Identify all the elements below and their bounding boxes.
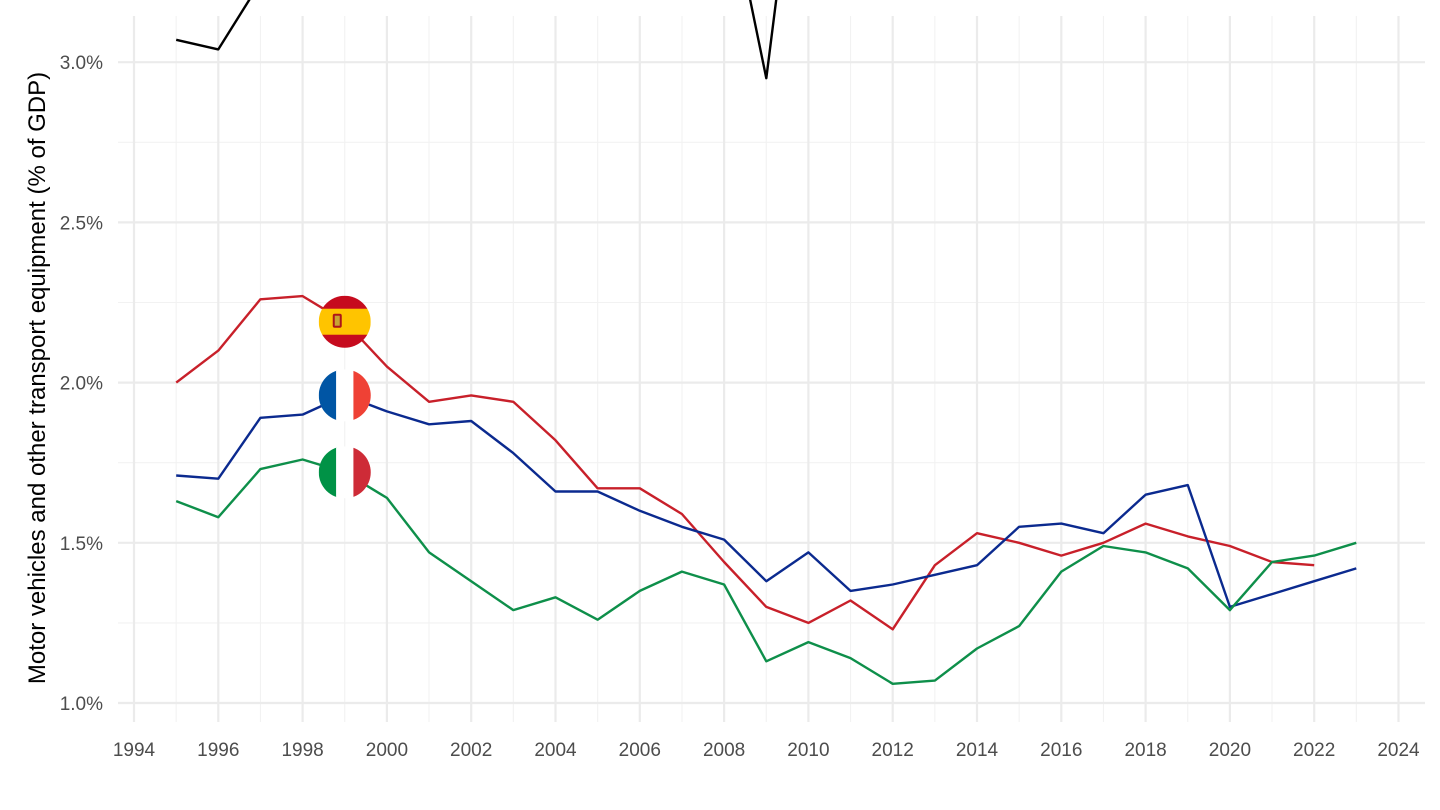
y-tick-label: 3.0% <box>60 53 103 74</box>
x-tick-label: 2010 <box>787 740 829 761</box>
y-tick-label: 2.0% <box>60 374 103 395</box>
series-line-france <box>176 394 1357 609</box>
x-tick-label: 2024 <box>1377 740 1420 761</box>
grid-major <box>118 16 1425 722</box>
x-tick-label: 2022 <box>1293 740 1335 761</box>
x-tick-label: 2014 <box>956 740 999 761</box>
flag-marker-france <box>318 369 371 422</box>
grid-minor <box>118 16 1425 722</box>
x-tick-label: 2020 <box>1209 740 1251 761</box>
series-line-italy <box>175 458 1357 685</box>
series-line-spain <box>175 294 1315 631</box>
series-line-germany <box>175 0 778 80</box>
y-tick-label: 1.5% <box>60 534 103 555</box>
y-axis-title: Motor vehicles and other transport equip… <box>24 72 51 684</box>
x-tick-label: 2018 <box>1124 740 1166 761</box>
x-tick-labels: 1994 1996 1998 2000 2002 2004 2006 2008 2010 2012… <box>113 740 1420 761</box>
x-tick-label: 2002 <box>450 740 492 761</box>
series-lines <box>175 0 1357 685</box>
x-tick-label: 1996 <box>197 740 239 761</box>
x-tick-label: 1994 <box>113 740 156 761</box>
x-tick-label: 1998 <box>281 740 323 761</box>
x-tick-label: 2004 <box>534 740 577 761</box>
x-tick-label: 2016 <box>1040 740 1082 761</box>
y-tick-label: 1.0% <box>60 694 103 715</box>
y-tick-labels: 1.0%1.5%2.0%2.5%3.0%3.5%4.0%4.5%5.0% <box>60 53 103 715</box>
x-tick-label: 2000 <box>366 740 408 761</box>
flag-markers <box>318 295 371 499</box>
x-tick-label: 2012 <box>872 740 914 761</box>
y-tick-label: 2.5% <box>60 213 103 234</box>
x-tick-label: 2008 <box>703 740 745 761</box>
flag-marker-italy <box>318 446 371 499</box>
x-tick-label: 2006 <box>619 740 661 761</box>
